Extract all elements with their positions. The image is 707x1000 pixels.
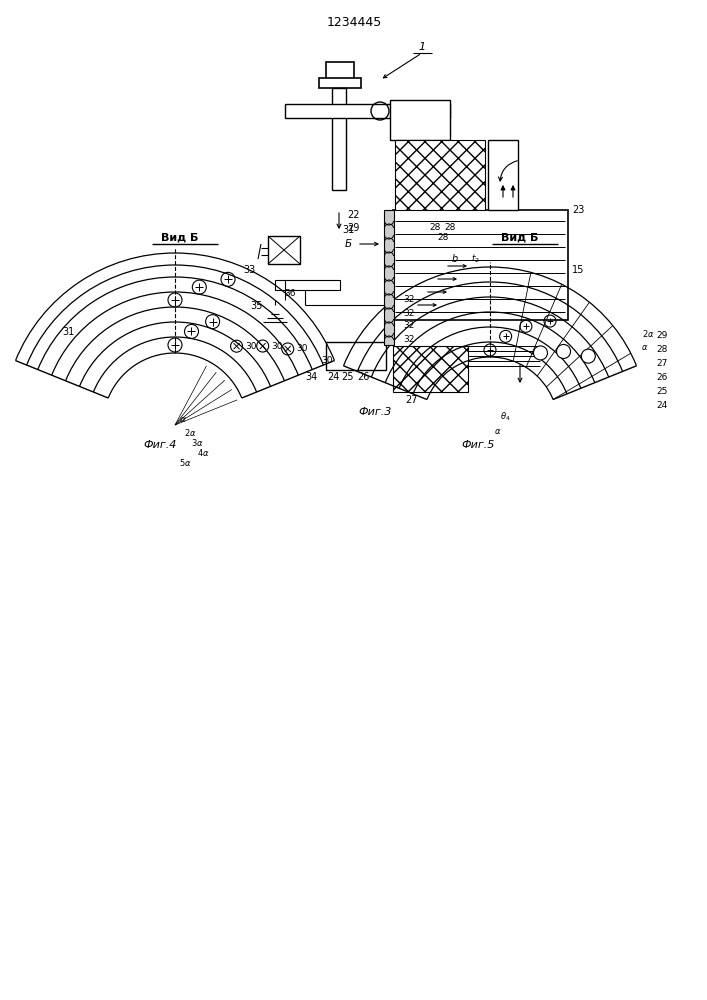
Text: 26: 26 [357, 372, 369, 382]
Bar [395, 140, 485, 210]
Text: 26: 26 [657, 373, 668, 382]
Bar [384, 210, 394, 345]
Text: 29: 29 [657, 331, 668, 340]
Text: 30: 30 [245, 342, 257, 351]
Text: 30: 30 [296, 344, 308, 353]
Text: 15: 15 [572, 265, 585, 275]
Text: $5\alpha$: $5\alpha$ [179, 458, 192, 468]
Text: Фиг.3: Фиг.3 [358, 407, 392, 417]
Text: 32: 32 [404, 322, 415, 330]
Bar [488, 140, 518, 210]
Text: Б: Б [344, 239, 351, 249]
Bar [326, 62, 354, 80]
Text: 28: 28 [657, 345, 668, 354]
Text: $4\alpha$: $4\alpha$ [197, 448, 209, 458]
Text: $\theta_4$: $\theta_4$ [500, 411, 510, 423]
Bar [285, 104, 450, 118]
Text: Вид Б: Вид Б [501, 233, 539, 243]
Text: 24: 24 [657, 401, 667, 410]
Text: $\alpha$: $\alpha$ [494, 426, 502, 436]
Bar [390, 100, 450, 140]
Text: $3\alpha$: $3\alpha$ [191, 438, 204, 448]
Text: 22: 22 [346, 210, 359, 220]
Text: 25: 25 [341, 372, 354, 382]
Text: Фиг.4: Фиг.4 [144, 440, 177, 450]
Text: $t_2$: $t_2$ [471, 253, 479, 265]
Text: $\alpha$: $\alpha$ [179, 416, 187, 424]
Circle shape [581, 349, 595, 363]
Text: 32: 32 [404, 334, 415, 344]
Text: b: b [452, 254, 458, 264]
Bar [393, 346, 468, 392]
Text: Фиг.5: Фиг.5 [461, 440, 495, 450]
Text: 27: 27 [657, 359, 668, 368]
Bar [393, 210, 568, 320]
Text: 32: 32 [404, 308, 415, 318]
Text: 27: 27 [406, 395, 419, 405]
Bar [319, 78, 361, 88]
Text: 32: 32 [404, 296, 415, 304]
Text: $2\alpha$: $2\alpha$ [184, 428, 197, 438]
Bar [268, 236, 300, 264]
Text: $2\alpha$: $2\alpha$ [642, 328, 655, 339]
Text: 31: 31 [62, 327, 74, 337]
Text: 25: 25 [657, 387, 668, 396]
Text: $\alpha$: $\alpha$ [641, 343, 648, 352]
Text: 31: 31 [342, 225, 354, 235]
Text: 35: 35 [250, 301, 263, 311]
Text: 36: 36 [284, 290, 296, 298]
Text: 30: 30 [321, 356, 332, 365]
Circle shape [556, 344, 571, 358]
Bar [332, 88, 346, 190]
Text: 30: 30 [271, 342, 282, 351]
Text: Вид Б: Вид Б [161, 233, 199, 243]
Text: 24: 24 [327, 372, 339, 382]
Text: 1: 1 [419, 42, 426, 52]
Bar [392, 104, 448, 130]
Text: 23: 23 [572, 205, 585, 215]
Bar [275, 280, 340, 290]
Text: 34: 34 [305, 372, 318, 382]
Text: 33: 33 [244, 265, 256, 275]
Text: 1234445: 1234445 [327, 15, 382, 28]
Text: 28: 28 [444, 224, 456, 232]
Text: 28: 28 [429, 224, 440, 232]
Bar [326, 342, 386, 370]
Text: 29: 29 [347, 223, 359, 233]
Text: 28: 28 [438, 233, 449, 242]
Circle shape [534, 346, 547, 360]
